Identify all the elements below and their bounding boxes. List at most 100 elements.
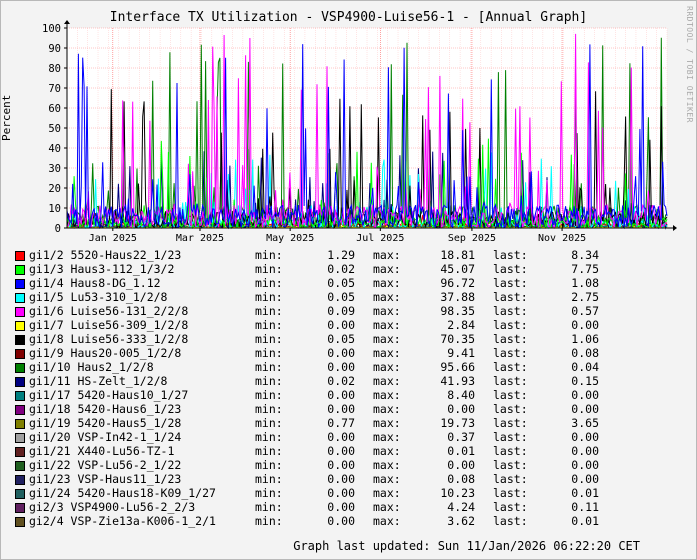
legend-swatch bbox=[15, 349, 25, 359]
legend-max-label: max: bbox=[373, 304, 401, 318]
legend-last-label: last: bbox=[493, 514, 528, 528]
legend-max-value: 9.41 bbox=[447, 346, 475, 360]
legend-min-value: 0.00 bbox=[327, 388, 355, 402]
legend-swatch bbox=[15, 377, 25, 387]
legend-last-value: 0.15 bbox=[571, 374, 599, 388]
legend-swatch bbox=[15, 293, 25, 303]
legend-min-label: min: bbox=[255, 402, 283, 416]
legend-swatch bbox=[15, 489, 25, 499]
legend-min-value: 0.09 bbox=[327, 304, 355, 318]
legend-swatch bbox=[15, 279, 25, 289]
legend-max-label: max: bbox=[373, 290, 401, 304]
legend-max-value: 95.66 bbox=[440, 360, 475, 374]
y-tick-label: 90 bbox=[48, 43, 61, 55]
legend-last-value: 0.00 bbox=[571, 388, 599, 402]
legend-min-value: 0.05 bbox=[327, 332, 355, 346]
legend-series-name: gi1/19 5420-Haus5_1/28 bbox=[29, 416, 182, 430]
legend-max-value: 70.35 bbox=[440, 332, 475, 346]
legend-series-name: gi2/3 VSP4900-Lu56-2_2/3 bbox=[29, 500, 196, 514]
series-line bbox=[67, 33, 667, 229]
y-tick-label: 20 bbox=[48, 183, 61, 195]
legend-series-name: gi1/10 Haus2_1/2/8 bbox=[29, 360, 154, 374]
legend-max-value: 37.88 bbox=[440, 290, 475, 304]
legend-min-value: 0.00 bbox=[327, 430, 355, 444]
legend-series-name: gi1/20 VSP-In42-1_1/24 bbox=[29, 430, 182, 444]
legend-series-name: gi1/4 Haus8-DG_1.12 bbox=[29, 276, 161, 290]
legend-max-value: 3.62 bbox=[447, 514, 475, 528]
legend-max-value: 0.00 bbox=[447, 458, 475, 472]
legend-max-value: 18.81 bbox=[440, 248, 475, 262]
legend-min-value: 0.05 bbox=[327, 276, 355, 290]
y-axis-arrow bbox=[64, 20, 70, 24]
legend-last-label: last: bbox=[493, 304, 528, 318]
legend-max-label: max: bbox=[373, 360, 401, 374]
legend-swatch bbox=[15, 475, 25, 485]
x-tick-label: May 2025 bbox=[266, 233, 314, 244]
legend-last-label: last: bbox=[493, 332, 528, 346]
y-tick-label: 30 bbox=[48, 163, 61, 175]
legend-min-label: min: bbox=[255, 262, 283, 276]
legend-min-label: min: bbox=[255, 290, 283, 304]
legend-swatch bbox=[15, 517, 25, 527]
legend-min-value: 0.05 bbox=[327, 290, 355, 304]
legend-series-name: gi1/17 5420-Haus10_1/27 bbox=[29, 388, 189, 402]
legend-swatch bbox=[15, 391, 25, 401]
legend-last-label: last: bbox=[493, 318, 528, 332]
legend-min-label: min: bbox=[255, 346, 283, 360]
legend-max-label: max: bbox=[373, 402, 401, 416]
legend-series-name: gi1/2 5520-Haus22_1/23 bbox=[29, 248, 182, 262]
legend-last-label: last: bbox=[493, 346, 528, 360]
legend-series-name: gi1/5 Lu53-310_1/2/8 bbox=[29, 290, 168, 304]
legend-max-value: 0.37 bbox=[447, 430, 475, 444]
legend-min-label: min: bbox=[255, 444, 283, 458]
legend-min-label: min: bbox=[255, 458, 283, 472]
legend-swatch bbox=[15, 405, 25, 415]
legend-min-label: min: bbox=[255, 360, 283, 374]
legend-last-label: last: bbox=[493, 486, 528, 500]
legend-series-name: gi1/6 Luise56-131_2/2/8 bbox=[29, 304, 189, 318]
legend-min-value: 0.00 bbox=[327, 346, 355, 360]
x-tick-label: Mar 2025 bbox=[176, 233, 224, 244]
legend-max-label: max: bbox=[373, 514, 401, 528]
legend-last-value: 0.00 bbox=[571, 458, 599, 472]
legend-max-value: 98.35 bbox=[440, 304, 475, 318]
legend-min-value: 0.77 bbox=[327, 416, 355, 430]
x-tick-label: Jul 2025 bbox=[356, 233, 404, 244]
legend-min-value: 0.00 bbox=[327, 500, 355, 514]
legend-max-label: max: bbox=[373, 248, 401, 262]
legend-last-value: 7.75 bbox=[571, 262, 599, 276]
legend-min-value: 0.00 bbox=[327, 472, 355, 486]
y-tick-label: 40 bbox=[48, 143, 61, 155]
legend-last-label: last: bbox=[493, 430, 528, 444]
legend-min-label: min: bbox=[255, 430, 283, 444]
legend-series-name: gi1/7 Luise56-309_1/2/8 bbox=[29, 318, 189, 332]
legend-min-label: min: bbox=[255, 514, 283, 528]
legend-min-value: 0.00 bbox=[327, 402, 355, 416]
legend-last-value: 0.00 bbox=[571, 430, 599, 444]
legend-last-value: 0.00 bbox=[571, 318, 599, 332]
legend-max-value: 41.93 bbox=[440, 374, 475, 388]
legend-last-value: 0.11 bbox=[571, 500, 599, 514]
legend-max-label: max: bbox=[373, 416, 401, 430]
legend-swatch bbox=[15, 433, 25, 443]
legend-min-label: min: bbox=[255, 248, 283, 262]
legend-max-label: max: bbox=[373, 332, 401, 346]
legend-last-value: 8.34 bbox=[571, 248, 599, 262]
legend-max-value: 8.40 bbox=[447, 388, 475, 402]
legend-last-label: last: bbox=[493, 472, 528, 486]
y-tick-label: 10 bbox=[48, 203, 61, 215]
x-tick-label: Jan 2025 bbox=[89, 233, 137, 244]
legend-series-name: gi1/11 HS-Zelt_1/2/8 bbox=[29, 374, 168, 388]
plot-area: 0 10 20 30 40 50 60 70 80 90 100 Jan 2025 Mar 2025 Ma… bbox=[42, 20, 677, 244]
legend-series-name: gi1/24 5420-Haus18-K09_1/27 bbox=[29, 486, 216, 500]
legend-swatch bbox=[15, 335, 25, 345]
legend-last-label: last: bbox=[493, 248, 528, 262]
legend-last-value: 0.04 bbox=[571, 360, 599, 374]
legend-min-value: 0.00 bbox=[327, 444, 355, 458]
legend-max-label: max: bbox=[373, 262, 401, 276]
legend-max-label: max: bbox=[373, 276, 401, 290]
legend-series-name: gi1/21 X440-Lu56-TZ-1 bbox=[29, 444, 175, 458]
legend-swatch bbox=[15, 461, 25, 471]
legend-last-value: 0.08 bbox=[571, 346, 599, 360]
legend-last-label: last: bbox=[493, 444, 528, 458]
